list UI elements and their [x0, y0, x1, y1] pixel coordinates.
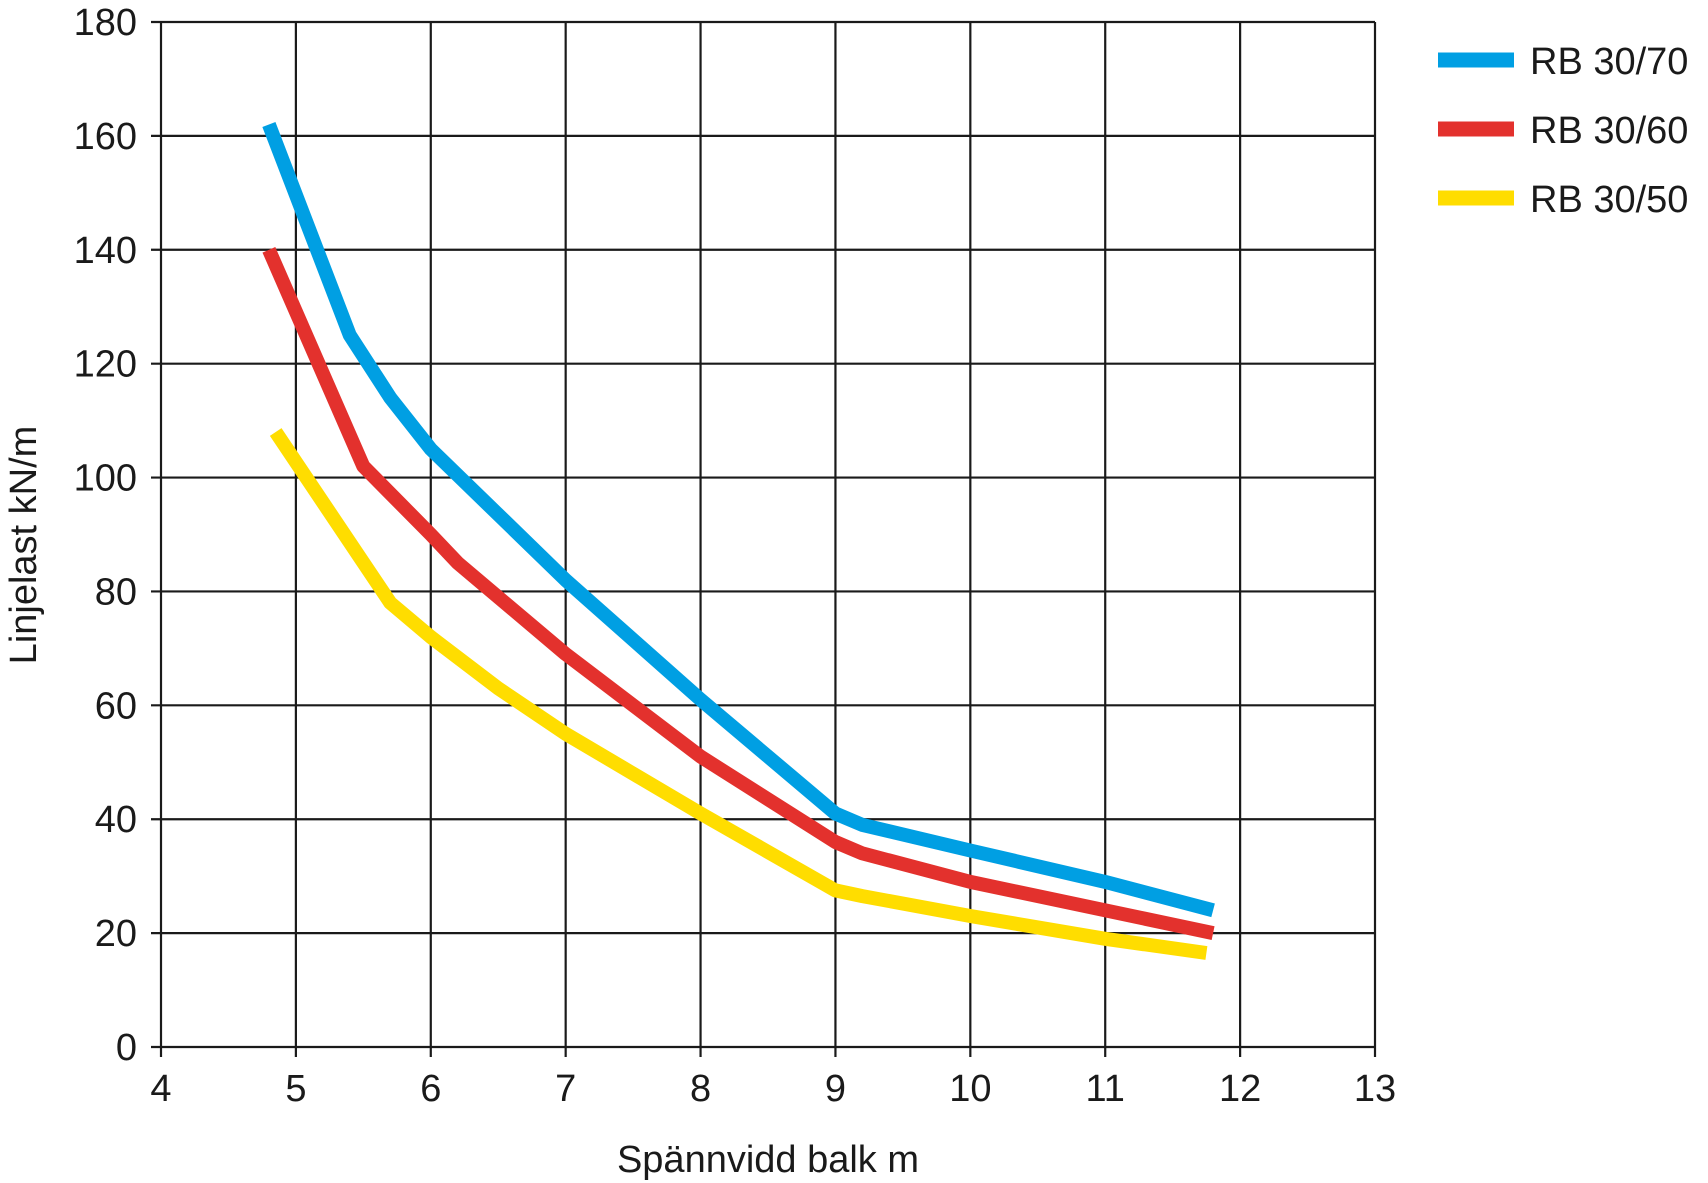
x-tick-label: 12	[1219, 1068, 1261, 1110]
legend-label: RB 30/70	[1530, 41, 1688, 83]
y-tick-label: 160	[74, 116, 137, 158]
series-line-rb-30-50	[269, 428, 1208, 960]
y-tick-label: 80	[95, 571, 137, 613]
y-tick-label: 0	[116, 1027, 137, 1069]
y-tick-label: 180	[74, 2, 137, 44]
y-tick-label: 100	[74, 458, 137, 500]
y-tick-labels: 0 20 40 60 80 100 120 140 160 180	[74, 2, 137, 1069]
series-lines	[262, 121, 1215, 960]
x-tick-label: 11	[1085, 1068, 1124, 1110]
grid	[151, 20, 1377, 1057]
y-tick-label: 40	[95, 799, 137, 841]
legend-label: RB 30/50	[1530, 179, 1688, 221]
y-tick-label: 120	[74, 344, 137, 386]
x-tick-label: 9	[825, 1068, 846, 1110]
x-tick-labels: 4 5 6 7 8 9 10 11 12 13	[150, 1068, 1396, 1110]
x-tick-label: 8	[690, 1068, 711, 1110]
series-line-rb-30-60	[262, 247, 1215, 940]
x-tick-label: 6	[420, 1068, 441, 1110]
legend-label: RB 30/60	[1530, 110, 1688, 152]
y-tick-label: 20	[95, 913, 137, 955]
x-tick-label: 13	[1354, 1068, 1396, 1110]
legend: RB 30/70 RB 30/60 RB 30/50	[1438, 41, 1688, 221]
x-tick-label: 5	[285, 1068, 306, 1110]
x-axis-label: Spännvidd balk m	[617, 1139, 919, 1181]
x-tick-label: 7	[555, 1068, 576, 1110]
y-tick-label: 60	[95, 685, 137, 727]
series-line-rb-30-70	[262, 121, 1215, 918]
y-axis-label: Linjelast kN/m	[3, 426, 45, 665]
x-tick-label: 4	[150, 1068, 171, 1110]
x-tick-label: 10	[949, 1068, 991, 1110]
y-tick-label: 140	[74, 230, 137, 272]
